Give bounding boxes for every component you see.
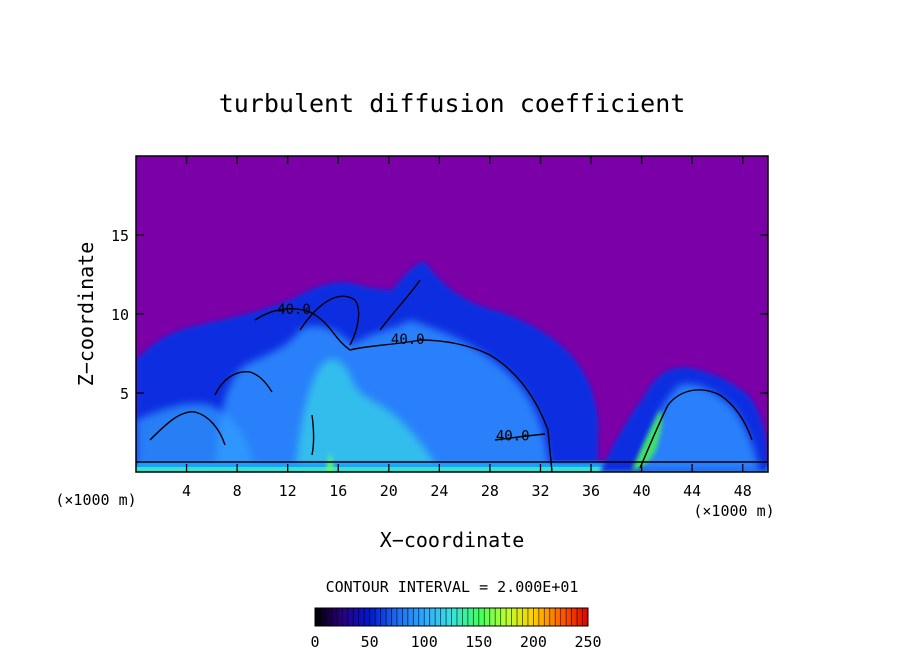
x-tick-label: 20 <box>380 482 398 500</box>
x-axis: 4 8 12 16 20 24 28 32 36 40 44 48 <box>182 156 752 500</box>
plot-area: 40.0 40.0 40.0 <box>136 156 768 472</box>
contour-interval-label: CONTOUR INTERVAL = 2.000E+01 <box>326 578 579 596</box>
x-tick-label: 4 <box>182 482 191 500</box>
x-tick-label: 40 <box>633 482 651 500</box>
contour-line <box>214 371 273 396</box>
x-tick-label: 44 <box>683 482 701 500</box>
x-tick-label: 24 <box>430 482 448 500</box>
y-tick-label: 15 <box>111 227 129 245</box>
colorbar-tick-label: 150 <box>465 633 492 651</box>
heat-field <box>136 262 768 472</box>
chart-title: turbulent diffusion coefficient <box>219 89 686 118</box>
x-axis-label: X−coordinate <box>380 528 525 552</box>
y-axis: 5 10 15 <box>111 227 768 403</box>
contour-line <box>639 389 753 469</box>
contour-label: 40.0 <box>277 302 311 318</box>
heat-region-right-core <box>640 384 760 472</box>
y-tick-label: 5 <box>120 385 129 403</box>
x-tick-label: 28 <box>481 482 499 500</box>
contour-lines <box>136 279 768 472</box>
x-tick-label: 48 <box>734 482 752 500</box>
x-tick-label: 36 <box>582 482 600 500</box>
contour-label: 40.0 <box>496 428 530 444</box>
heat-region-right-peak <box>632 410 663 470</box>
x-tick-label: 16 <box>329 482 347 500</box>
colorbar-ticks: 0 50 100 150 200 250 <box>310 633 601 651</box>
colorbar-tick-label: 200 <box>520 633 547 651</box>
contour-line <box>379 279 421 331</box>
heat-region-core <box>215 320 550 472</box>
heat-region-core-bright <box>295 359 440 472</box>
colorbar-tick-label: 100 <box>411 633 438 651</box>
contour-line <box>254 308 553 472</box>
contour-line <box>149 411 226 446</box>
contour-line <box>494 433 546 441</box>
x-axis-unit-left: (×1000 m) <box>55 491 136 509</box>
colorbar-tick-label: 250 <box>574 633 601 651</box>
heat-region-surface-bright <box>136 467 768 472</box>
x-tick-label: 32 <box>531 482 549 500</box>
colorbar-tick-label: 50 <box>361 633 379 651</box>
contour-label: 40.0 <box>391 332 425 348</box>
contour-line <box>311 414 315 456</box>
heat-region-lower-left <box>136 403 255 472</box>
x-tick-label: 8 <box>233 482 242 500</box>
y-axis-label: Z−coordinate <box>74 242 98 387</box>
y-tick-label: 10 <box>111 306 129 324</box>
contour-line <box>299 295 360 346</box>
colorbar <box>314 607 589 627</box>
colorbar-tick-label: 0 <box>310 633 319 651</box>
x-tick-label: 12 <box>279 482 297 500</box>
contour-label-group: 40.0 40.0 40.0 <box>277 302 529 444</box>
x-axis-unit-right: (×1000 m) <box>693 502 774 520</box>
